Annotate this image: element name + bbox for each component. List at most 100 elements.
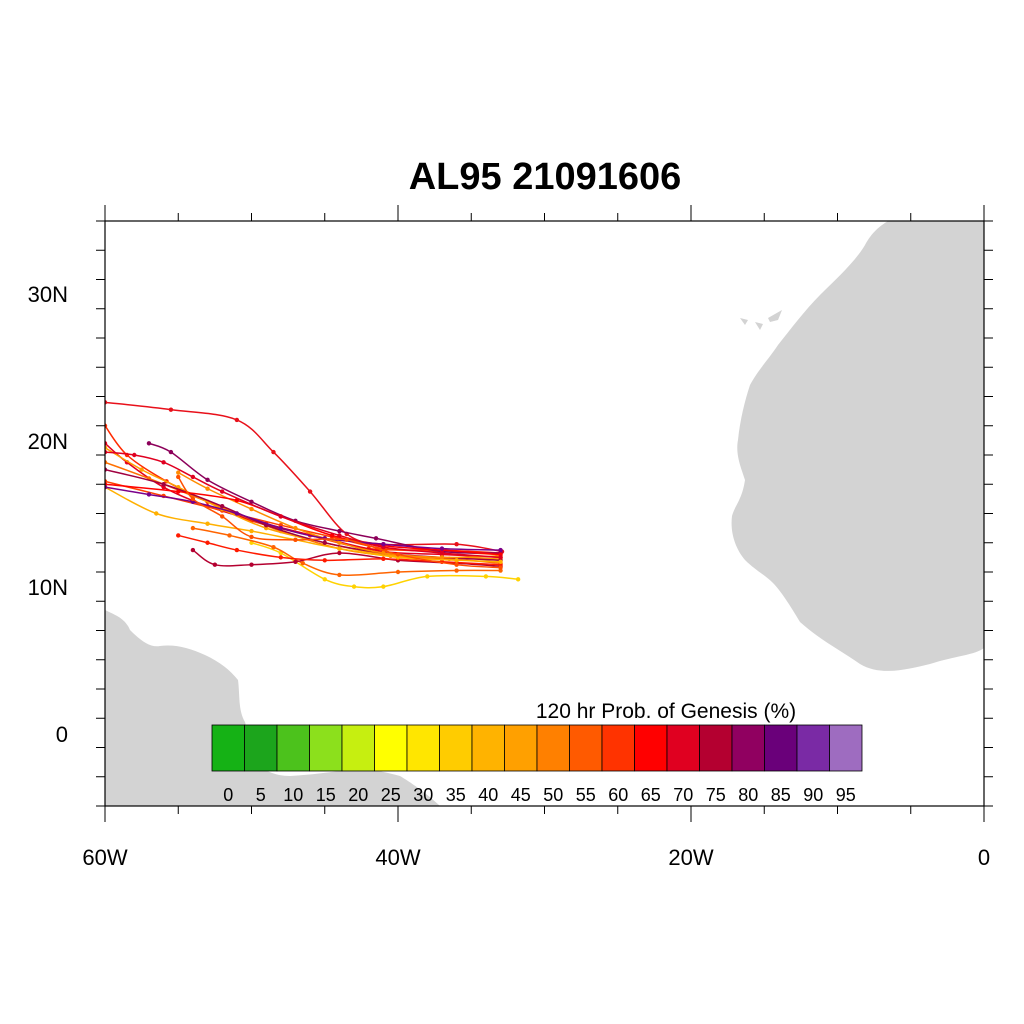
track-point bbox=[322, 540, 327, 545]
track-point bbox=[337, 533, 342, 538]
track-point bbox=[300, 561, 305, 566]
track-point bbox=[381, 556, 386, 562]
colorbar-label: 75 bbox=[706, 785, 726, 805]
colorbar-box bbox=[829, 724, 863, 772]
land-canary-islands bbox=[740, 310, 782, 330]
colorbar-box bbox=[471, 724, 505, 772]
colorbar: 120 hr Prob. of Genesis (%) 0 5 10 15 20 25 30… bbox=[211, 700, 863, 805]
colorbar-box bbox=[764, 724, 798, 772]
track-point bbox=[249, 534, 254, 540]
colorbar-title: 120 hr Prob. of Genesis (%) bbox=[536, 700, 796, 723]
colorbar-label: 15 bbox=[316, 785, 336, 805]
track-point bbox=[498, 547, 503, 553]
colorbar-box bbox=[439, 724, 473, 772]
track-point bbox=[249, 499, 254, 504]
track-point bbox=[454, 568, 459, 573]
track-point bbox=[483, 574, 489, 579]
track-point bbox=[454, 562, 459, 567]
colorbar-label: 10 bbox=[283, 785, 303, 805]
track-point bbox=[161, 482, 166, 487]
track-point bbox=[373, 536, 379, 541]
track-point bbox=[337, 540, 342, 545]
track-point bbox=[498, 565, 503, 570]
colorbar-box bbox=[666, 724, 700, 772]
track-point bbox=[381, 542, 386, 547]
track-point bbox=[168, 449, 174, 455]
colorbar-label: 70 bbox=[673, 785, 693, 805]
colorbar-box bbox=[536, 724, 570, 772]
track-point bbox=[212, 562, 218, 567]
track-point bbox=[293, 537, 298, 543]
colorbar-label: 60 bbox=[608, 785, 628, 805]
track-point bbox=[337, 546, 342, 551]
colorbar-label: 90 bbox=[803, 785, 823, 805]
x-axis-labels: 60W 40W 20W 0 bbox=[82, 845, 990, 870]
track-point bbox=[249, 562, 254, 567]
colorbar-box bbox=[309, 724, 343, 772]
land-south-america bbox=[105, 610, 440, 806]
track-point bbox=[439, 550, 445, 556]
colorbar-box bbox=[374, 724, 408, 772]
colorbar-box bbox=[211, 724, 245, 772]
track-point bbox=[220, 489, 225, 494]
track-point bbox=[176, 533, 181, 538]
track-point bbox=[337, 528, 342, 534]
track-point bbox=[190, 474, 196, 480]
colorbar-label: 80 bbox=[738, 785, 758, 805]
colorbar-label: 65 bbox=[641, 785, 661, 805]
track-point bbox=[425, 574, 430, 579]
track-point bbox=[190, 547, 196, 553]
colorbar-label: 40 bbox=[478, 785, 498, 805]
track-point bbox=[271, 544, 276, 550]
storm-track-13 bbox=[177, 471, 501, 559]
track-point bbox=[154, 511, 159, 516]
track-point bbox=[146, 492, 152, 497]
storm-track-16 bbox=[105, 451, 501, 559]
colorbar-box bbox=[406, 724, 440, 772]
track-point bbox=[322, 577, 327, 582]
track-point bbox=[454, 558, 459, 563]
track-point bbox=[322, 558, 327, 563]
track-point bbox=[234, 417, 240, 423]
track-point bbox=[234, 547, 240, 553]
x-tick-label-20w: 20W bbox=[668, 845, 713, 870]
track-point bbox=[351, 584, 357, 589]
colorbar-box bbox=[634, 724, 668, 772]
track-point bbox=[161, 460, 166, 465]
track-point bbox=[395, 552, 401, 557]
y-tick-label-0: 0 bbox=[56, 722, 68, 747]
land-africa bbox=[731, 221, 984, 671]
track-point bbox=[220, 514, 225, 519]
track-point bbox=[278, 555, 283, 560]
colorbar-label: 85 bbox=[771, 785, 791, 805]
colorbar-box bbox=[601, 724, 635, 772]
colorbar-label: 20 bbox=[348, 785, 368, 805]
colorbar-label: 95 bbox=[836, 785, 856, 805]
track-point bbox=[176, 470, 181, 475]
storm-tracks bbox=[105, 400, 521, 589]
colorbar-label: 30 bbox=[413, 785, 433, 805]
colorbar-label: 5 bbox=[256, 785, 266, 805]
track-point bbox=[139, 467, 144, 472]
colorbar-labels: 0 5 10 15 20 25 30 35 40 45 50 55 60 65 70 75 80 85 90 95 bbox=[223, 785, 856, 805]
track-point bbox=[190, 525, 196, 531]
track-point bbox=[344, 537, 349, 543]
track-point bbox=[271, 449, 276, 455]
track-point bbox=[515, 577, 521, 582]
track-point bbox=[205, 540, 210, 545]
colorbar-box bbox=[731, 724, 765, 772]
track-point bbox=[439, 555, 445, 560]
colorbar-box bbox=[276, 724, 310, 772]
track-point bbox=[205, 477, 210, 483]
track-point bbox=[220, 503, 225, 509]
track-point bbox=[190, 496, 196, 502]
colorbar-label: 50 bbox=[543, 785, 563, 805]
y-axis-labels: 30N 20N 10N 0 bbox=[28, 282, 68, 747]
y-tick-label-20n: 20N bbox=[28, 429, 68, 454]
track-point bbox=[176, 474, 181, 480]
track-point bbox=[337, 572, 342, 578]
storm-track-10 bbox=[192, 527, 501, 576]
colorbar-label: 55 bbox=[576, 785, 596, 805]
storm-track-9 bbox=[251, 542, 519, 589]
x-tick-label-60w: 60W bbox=[82, 845, 127, 870]
